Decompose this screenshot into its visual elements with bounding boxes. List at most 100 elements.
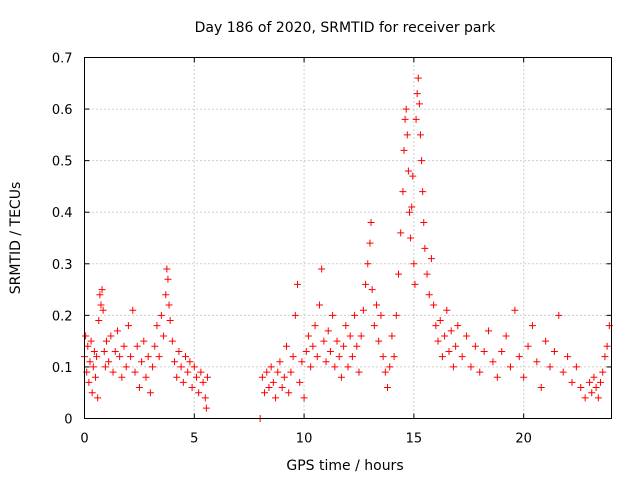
data-point (155, 353, 163, 361)
data-point (100, 347, 108, 355)
data-point (293, 280, 301, 288)
data-point (163, 265, 171, 273)
data-point (454, 322, 462, 330)
data-point (351, 311, 359, 319)
data-point (392, 311, 400, 319)
axis-ticks: 0 0.1 0.2 0.3 0.4 0.5 0.6 0.7 0 5 10 15 20 (52, 52, 612, 447)
data-point (129, 306, 137, 314)
data-point (82, 332, 90, 340)
data-point (436, 317, 444, 325)
data-point (309, 342, 317, 350)
data-point (577, 384, 585, 392)
data-point (506, 363, 514, 371)
data-point (601, 353, 609, 361)
data-point (302, 347, 310, 355)
data-point (427, 255, 435, 263)
data-point (280, 373, 288, 381)
data-point (458, 353, 466, 361)
data-point (296, 378, 304, 386)
x-tick-label: 20 (515, 432, 532, 447)
data-point (166, 317, 174, 325)
data-point (379, 353, 387, 361)
data-point (122, 363, 130, 371)
data-point (289, 353, 297, 361)
data-point (105, 358, 113, 366)
data-point (362, 280, 370, 288)
data-point (467, 363, 475, 371)
data-point (177, 363, 185, 371)
data-point (291, 311, 299, 319)
data-point (412, 115, 420, 123)
data-point (471, 342, 479, 350)
data-point (401, 115, 409, 123)
data-point (403, 131, 411, 139)
data-point (368, 286, 376, 294)
data-point (502, 332, 510, 340)
data-point (375, 337, 383, 345)
data-point (528, 322, 536, 330)
data-point (144, 353, 152, 361)
x-axis-title: GPS time / hours (286, 458, 403, 474)
data-point (367, 219, 375, 227)
data-point (520, 373, 528, 381)
data-point (441, 332, 449, 340)
data-point (276, 358, 284, 366)
data-point (85, 378, 93, 386)
data-point (149, 363, 157, 371)
data-point (377, 311, 385, 319)
y-tick-label: 0.1 (52, 361, 73, 376)
data-point (315, 301, 323, 309)
data-point (124, 322, 132, 330)
data-point (329, 311, 337, 319)
data-point (168, 337, 176, 345)
data-point (416, 131, 424, 139)
data-point (88, 389, 96, 397)
data-point (418, 157, 426, 165)
data-point (337, 373, 345, 381)
chart-title: Day 186 of 2020, SRMTID for receiver par… (195, 20, 497, 36)
plot-frame (84, 57, 612, 419)
data-point (452, 342, 460, 350)
data-point (157, 311, 165, 319)
data-point (192, 373, 200, 381)
data-point (97, 301, 105, 309)
data-point (559, 368, 567, 376)
data-point (111, 347, 119, 355)
y-tick-label: 0.2 (52, 309, 73, 324)
data-point (272, 394, 280, 402)
data-point (267, 363, 275, 371)
data-point (581, 394, 589, 402)
data-point (399, 188, 407, 196)
data-point (304, 332, 312, 340)
data-point (202, 404, 210, 412)
x-tick-label: 10 (296, 432, 313, 447)
data-point (355, 368, 363, 376)
data-point (346, 332, 354, 340)
data-point (404, 167, 412, 175)
data-point (572, 363, 580, 371)
data-point (326, 347, 334, 355)
x-tick-label: 0 (80, 432, 88, 447)
data-point (425, 291, 433, 299)
data-point (269, 378, 277, 386)
data-point (258, 373, 266, 381)
data-point (265, 384, 273, 392)
data-point (278, 384, 286, 392)
y-tick-label: 0.6 (52, 103, 73, 118)
data-point (340, 342, 348, 350)
data-point (381, 368, 389, 376)
data-point (102, 337, 110, 345)
data-point (590, 373, 598, 381)
data-point (342, 322, 350, 330)
data-point (274, 368, 282, 376)
data-point (95, 317, 103, 325)
data-point (300, 394, 308, 402)
data-point (373, 301, 381, 309)
data-point (419, 188, 427, 196)
data-point (201, 394, 209, 402)
y-tick-label: 0.3 (52, 258, 73, 273)
data-point (164, 275, 172, 283)
data-point (410, 260, 418, 268)
data-point (400, 146, 408, 154)
